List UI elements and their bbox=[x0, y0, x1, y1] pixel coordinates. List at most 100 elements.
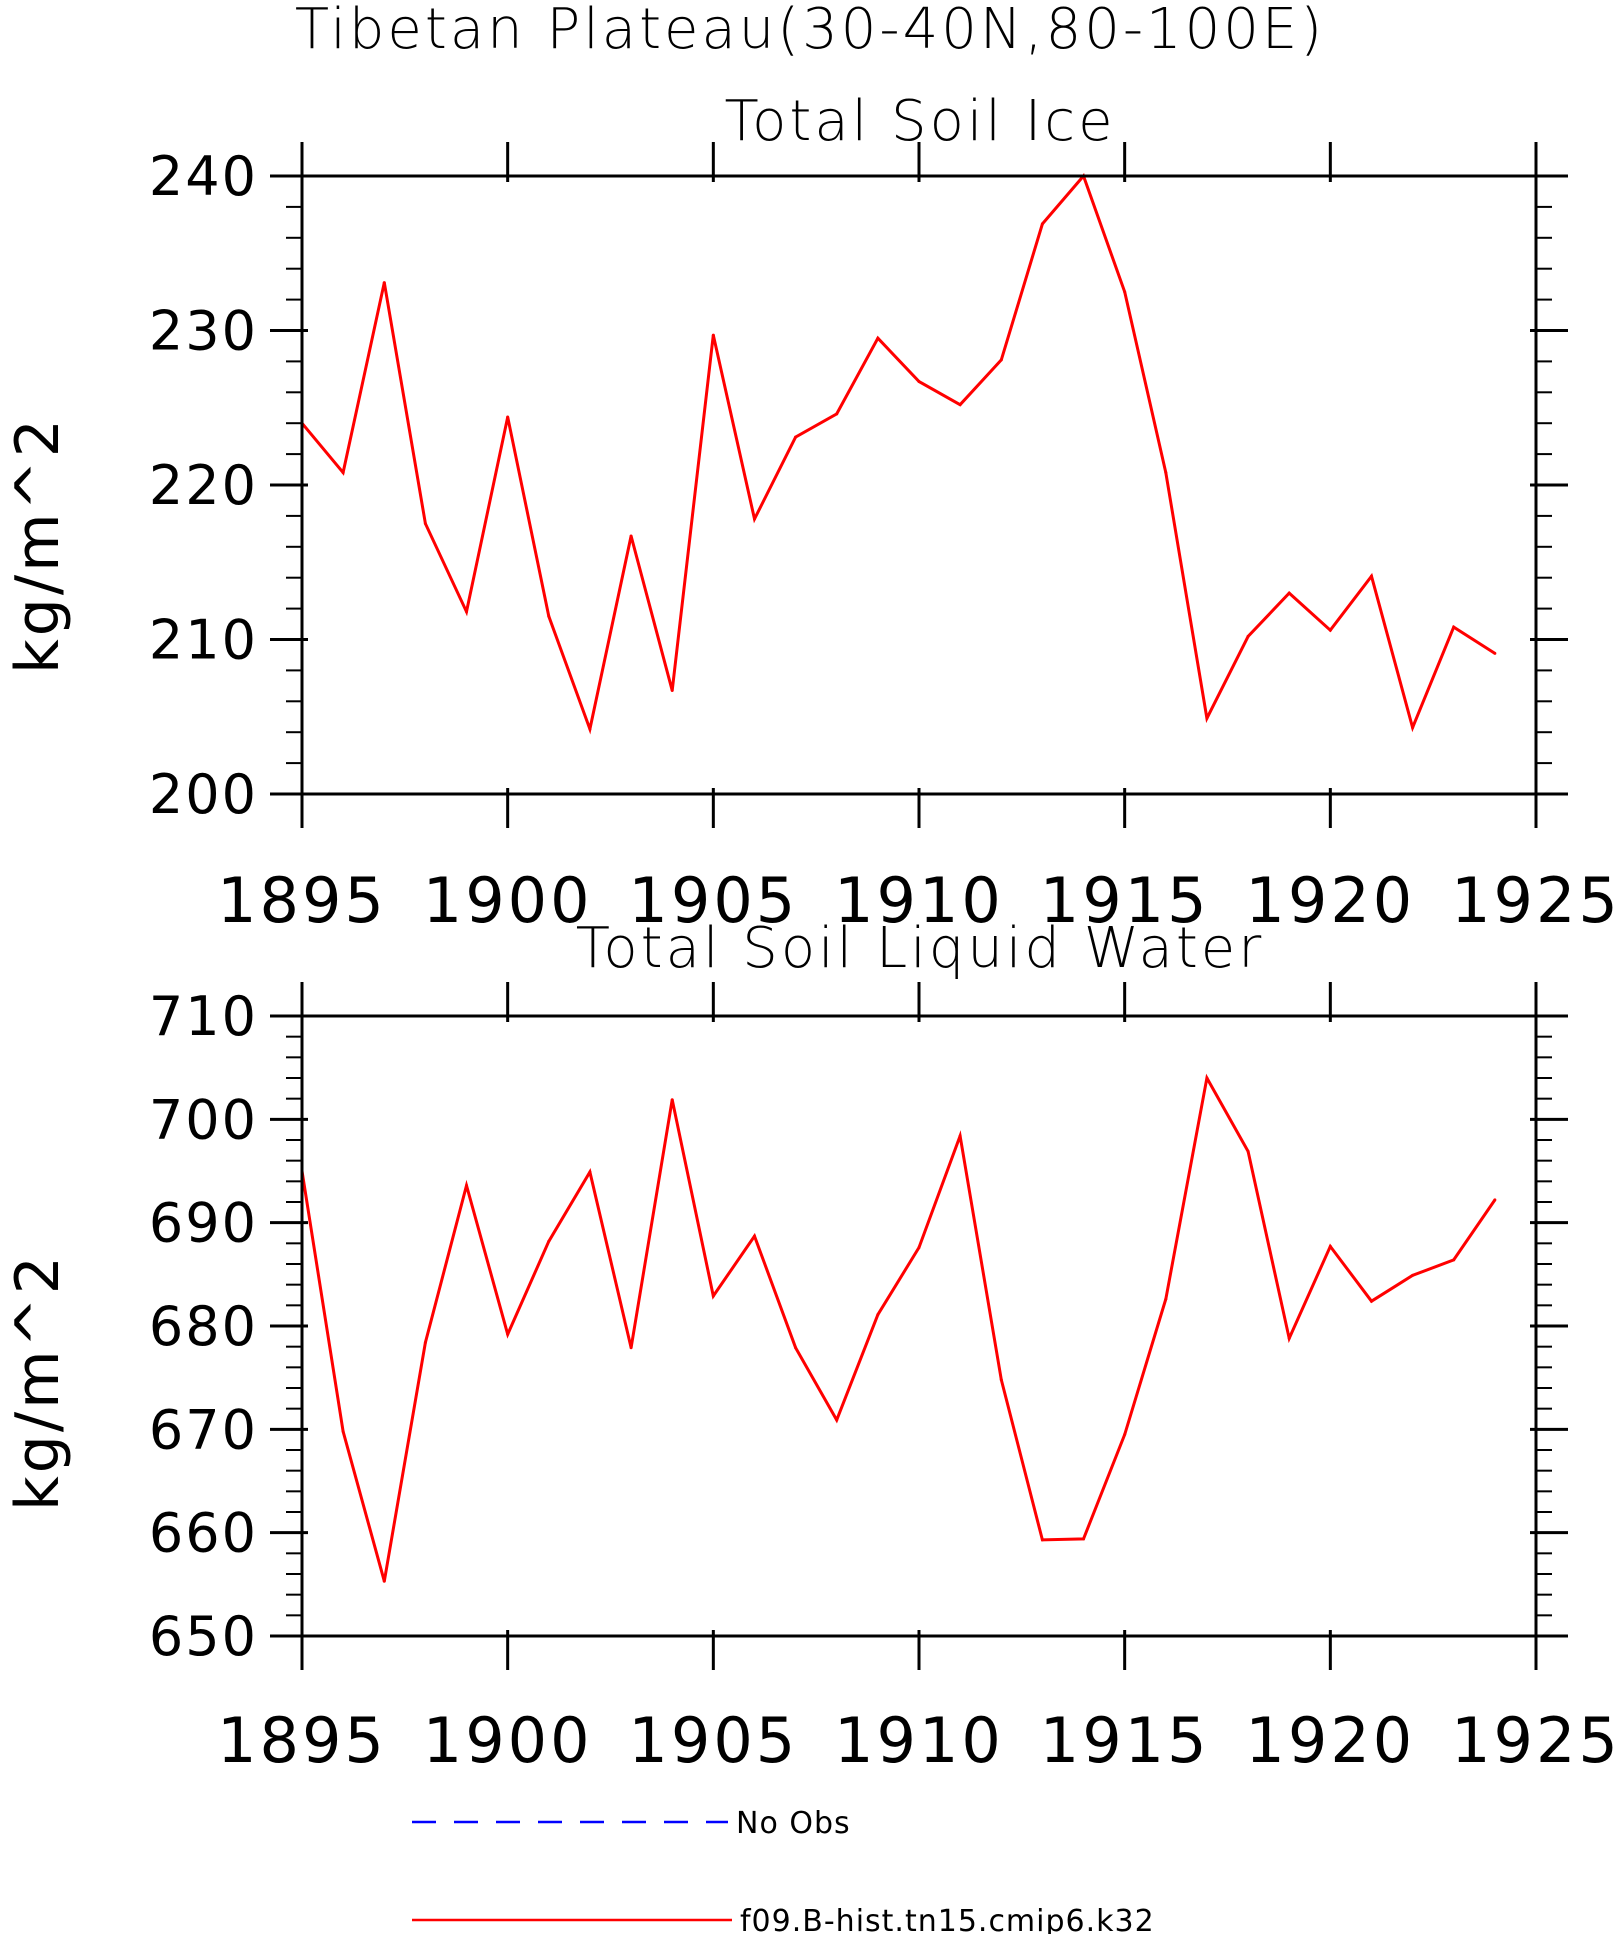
data-point bbox=[711, 1294, 715, 1298]
x-tick-label: 1925 bbox=[1451, 864, 1620, 937]
y-axis-label: kg/m^2 bbox=[3, 1253, 73, 1511]
data-point bbox=[917, 1245, 921, 1249]
y-axis-label: kg/m^2 bbox=[3, 416, 73, 674]
series-line bbox=[300, 173, 1496, 735]
data-point bbox=[835, 412, 839, 416]
figure-title: Tibetan Plateau(30-40N,80-100E) bbox=[295, 0, 1325, 62]
legend-label-no-obs: No Obs bbox=[736, 1806, 851, 1841]
plot-frame bbox=[300, 174, 1538, 796]
x-tick-label: 1915 bbox=[1040, 864, 1210, 937]
y-tick-label: 670 bbox=[149, 1398, 258, 1461]
data-point bbox=[999, 1378, 1003, 1382]
data-point bbox=[999, 358, 1003, 362]
data-point bbox=[1164, 1297, 1168, 1301]
data-point bbox=[917, 379, 921, 383]
data-point bbox=[711, 333, 715, 337]
data-point bbox=[382, 281, 386, 285]
x-tick-label: 1895 bbox=[217, 864, 387, 937]
data-point bbox=[629, 534, 633, 538]
data-point bbox=[794, 435, 798, 439]
y-tick-label: 230 bbox=[149, 300, 258, 363]
x-tick-labels: 1895 1900 1905 1910 1915 1920 1925 bbox=[217, 864, 1620, 937]
data-point bbox=[423, 1341, 427, 1345]
x-tick-label: 1905 bbox=[628, 1704, 798, 1777]
data-point bbox=[629, 1346, 633, 1350]
data-point bbox=[341, 1429, 345, 1433]
data-point bbox=[752, 517, 756, 521]
y-tick-labels: 200 210 220 230 240 bbox=[149, 145, 258, 826]
plot-frame bbox=[300, 1014, 1538, 1638]
series-line bbox=[300, 1073, 1497, 1582]
chart-title: Total Soil Liquid Water bbox=[576, 916, 1265, 981]
x-tick-label: 1915 bbox=[1040, 1704, 1210, 1777]
data-point bbox=[1369, 574, 1373, 578]
data-point bbox=[876, 336, 880, 340]
x-tick-label: 1905 bbox=[628, 864, 798, 937]
data-point bbox=[1328, 1244, 1332, 1248]
data-point bbox=[835, 1418, 839, 1422]
data-point bbox=[958, 1134, 962, 1138]
x-tick-label: 1910 bbox=[834, 1704, 1004, 1777]
x-tick-labels: 1895 1900 1905 1910 1915 1920 1925 bbox=[217, 1704, 1620, 1777]
y-tick-label: 650 bbox=[149, 1605, 258, 1668]
data-point bbox=[1246, 634, 1250, 638]
x-tick-label: 1910 bbox=[834, 864, 1004, 937]
y-tick-label: 710 bbox=[149, 985, 258, 1048]
data-point bbox=[670, 688, 674, 692]
data-point bbox=[1287, 1336, 1291, 1340]
y-tick-labels: 650 660 670 680 690 700 710 bbox=[149, 985, 258, 1668]
x-tick-label: 1900 bbox=[423, 864, 593, 937]
data-point bbox=[506, 415, 510, 419]
data-point bbox=[382, 1579, 386, 1583]
data-point bbox=[588, 1170, 592, 1174]
y-tick-label: 240 bbox=[149, 145, 258, 208]
y-tick-label: 690 bbox=[149, 1192, 258, 1255]
data-point bbox=[1040, 222, 1044, 226]
data-point bbox=[506, 1332, 510, 1336]
data-point bbox=[1369, 1299, 1373, 1303]
data-point bbox=[1246, 1149, 1250, 1153]
data-point bbox=[1082, 1537, 1086, 1541]
y-tick-label: 210 bbox=[149, 609, 258, 672]
chart-panel-soil-liquid-water: Total Soil Liquid Water kg/m^2 650 660 670… bbox=[3, 916, 1620, 1777]
y-tick-label: 200 bbox=[149, 763, 258, 826]
x-tick-label: 1920 bbox=[1245, 1704, 1415, 1777]
x-tick-label: 1920 bbox=[1245, 864, 1415, 937]
x-tick-label: 1895 bbox=[217, 1704, 387, 1777]
x-tick-label: 1925 bbox=[1451, 1704, 1620, 1777]
data-point bbox=[1287, 591, 1291, 595]
data-point bbox=[465, 610, 469, 614]
data-point bbox=[588, 727, 592, 731]
data-point bbox=[341, 471, 345, 475]
data-point bbox=[1205, 1076, 1209, 1080]
data-point bbox=[1411, 726, 1415, 730]
data-point bbox=[752, 1234, 756, 1238]
data-point bbox=[1123, 1433, 1127, 1436]
x-tick-label: 1900 bbox=[423, 1704, 593, 1777]
data-point bbox=[1328, 628, 1332, 632]
data-point bbox=[1493, 1198, 1497, 1202]
data-point bbox=[423, 522, 427, 526]
y-tick-label: 680 bbox=[149, 1295, 258, 1358]
data-point bbox=[794, 1346, 798, 1350]
data-point bbox=[1493, 651, 1497, 655]
y-tick-label: 700 bbox=[149, 1088, 258, 1151]
y-tick-label: 220 bbox=[149, 454, 258, 517]
series-layer bbox=[300, 173, 1497, 735]
legend: No Obs f09.B-hist.tn15.cmip6.k32 bbox=[412, 1806, 1155, 1934]
data-point bbox=[547, 1239, 551, 1243]
data-point bbox=[1123, 290, 1127, 294]
data-point bbox=[465, 1183, 469, 1187]
data-point bbox=[1164, 471, 1168, 475]
data-point bbox=[1040, 1538, 1044, 1542]
ticks-layer bbox=[270, 142, 1568, 828]
data-point bbox=[876, 1313, 880, 1317]
legend-label-model: f09.B-hist.tn15.cmip6.k32 bbox=[740, 1904, 1155, 1934]
data-point bbox=[1411, 1273, 1415, 1277]
data-point bbox=[958, 403, 962, 407]
data-point bbox=[1452, 1258, 1456, 1262]
data-point bbox=[670, 1098, 674, 1102]
